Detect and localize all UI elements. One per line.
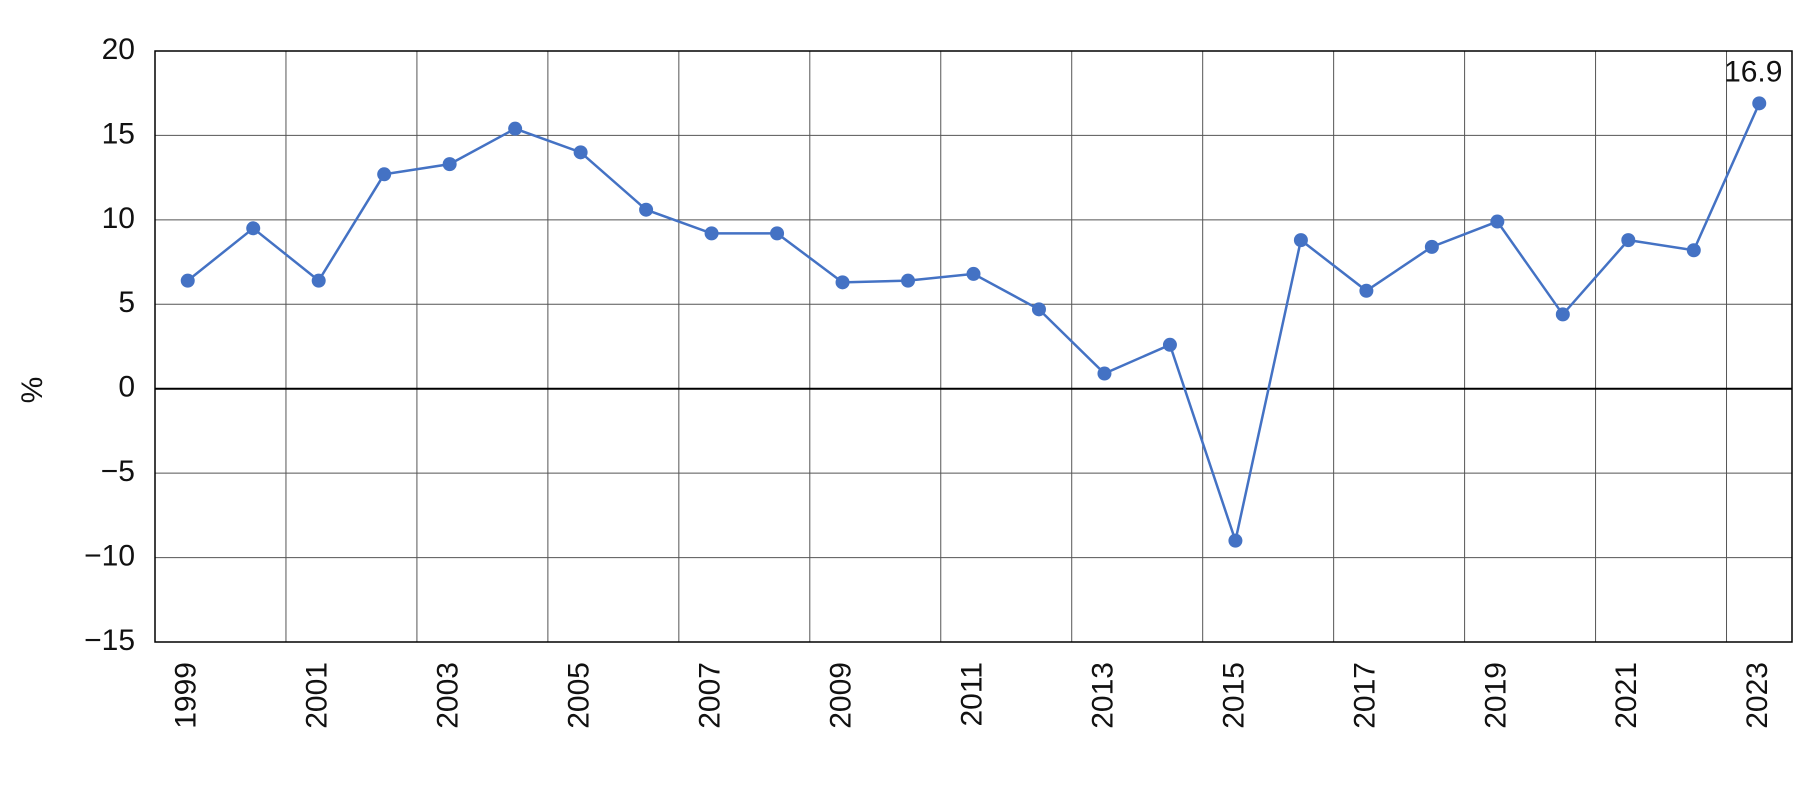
data-point xyxy=(573,145,588,160)
x-tick-label: 2015 xyxy=(1217,662,1250,729)
data-point xyxy=(1752,96,1767,111)
data-point xyxy=(1686,243,1701,258)
y-tick-label: −10 xyxy=(84,539,135,572)
data-point xyxy=(1555,307,1570,322)
data-point xyxy=(442,157,457,172)
x-tick-label: 2007 xyxy=(694,662,727,729)
x-tick-label: 2005 xyxy=(563,662,596,729)
x-tick-label: 1999 xyxy=(170,662,203,729)
data-point xyxy=(966,266,981,281)
data-point xyxy=(377,167,392,182)
data-point xyxy=(311,273,326,288)
data-label: 16.9 xyxy=(1724,55,1782,88)
data-point xyxy=(901,273,916,288)
data-point xyxy=(1228,533,1243,548)
data-point xyxy=(639,202,654,217)
data-point xyxy=(770,226,785,241)
data-point xyxy=(508,121,523,136)
data-point xyxy=(1621,233,1636,248)
x-tick-label: 2023 xyxy=(1741,662,1774,729)
x-tick-label: 2017 xyxy=(1348,662,1381,729)
data-point xyxy=(704,226,719,241)
x-tick-label: 2003 xyxy=(432,662,465,729)
data-point xyxy=(1490,214,1505,229)
y-tick-label: 5 xyxy=(118,286,135,319)
x-tick-label: 2009 xyxy=(824,662,857,729)
y-tick-label: −15 xyxy=(84,624,135,657)
data-point xyxy=(1162,337,1177,352)
data-point xyxy=(180,273,195,288)
x-tick-label: 2001 xyxy=(301,662,334,729)
x-tick-label: 2021 xyxy=(1610,662,1643,729)
x-tick-label: 2013 xyxy=(1086,662,1119,729)
x-tick-label: 2019 xyxy=(1479,662,1512,729)
data-point xyxy=(1293,233,1308,248)
data-point xyxy=(1031,302,1046,317)
data-point xyxy=(1424,239,1439,254)
data-point xyxy=(1097,366,1112,381)
y-axis-label: % xyxy=(16,377,49,404)
data-point xyxy=(835,275,850,290)
y-tick-label: 15 xyxy=(102,117,135,150)
series-line xyxy=(186,102,1761,546)
data-point xyxy=(246,221,261,236)
x-tick-label: 2011 xyxy=(955,662,988,727)
y-tick-label: 0 xyxy=(118,371,135,404)
plot-border xyxy=(154,50,1793,643)
data-point xyxy=(1359,283,1374,298)
y-tick-label: 10 xyxy=(102,202,135,235)
y-tick-label: 20 xyxy=(102,33,135,66)
y-tick-label: −5 xyxy=(101,455,135,488)
